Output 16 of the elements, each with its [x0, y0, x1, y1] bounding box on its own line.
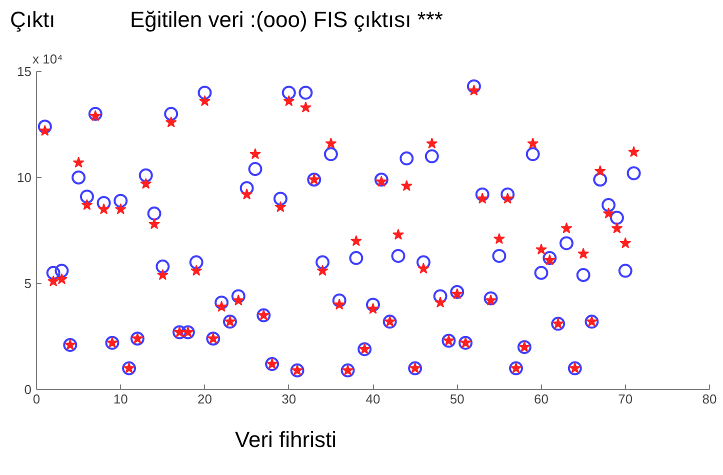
x-tick-label: 70	[618, 392, 633, 406]
x-tick-label: 60	[534, 392, 548, 406]
x-tick-label: 80	[702, 392, 717, 406]
x-tick-label: 50	[450, 392, 464, 406]
text: x 10⁴	[32, 52, 63, 66]
x-tick-label: 10	[113, 392, 128, 406]
y-tick-label: 15	[17, 64, 32, 79]
y-tick-label: 10	[17, 170, 32, 185]
x-axis-title: Veri fihristi	[235, 426, 336, 454]
chart-title: Eğitilen veri :(ooo) FIS çıktısı ***	[130, 6, 443, 34]
x-tick-label: 20	[198, 392, 212, 406]
y-tick-label: 5	[24, 276, 32, 291]
x-tick-label: 40	[366, 392, 380, 406]
y-axis-title: Çıktı	[10, 6, 56, 34]
x-tick-label: 30	[282, 392, 296, 406]
y-tick-label: 0	[24, 382, 32, 397]
